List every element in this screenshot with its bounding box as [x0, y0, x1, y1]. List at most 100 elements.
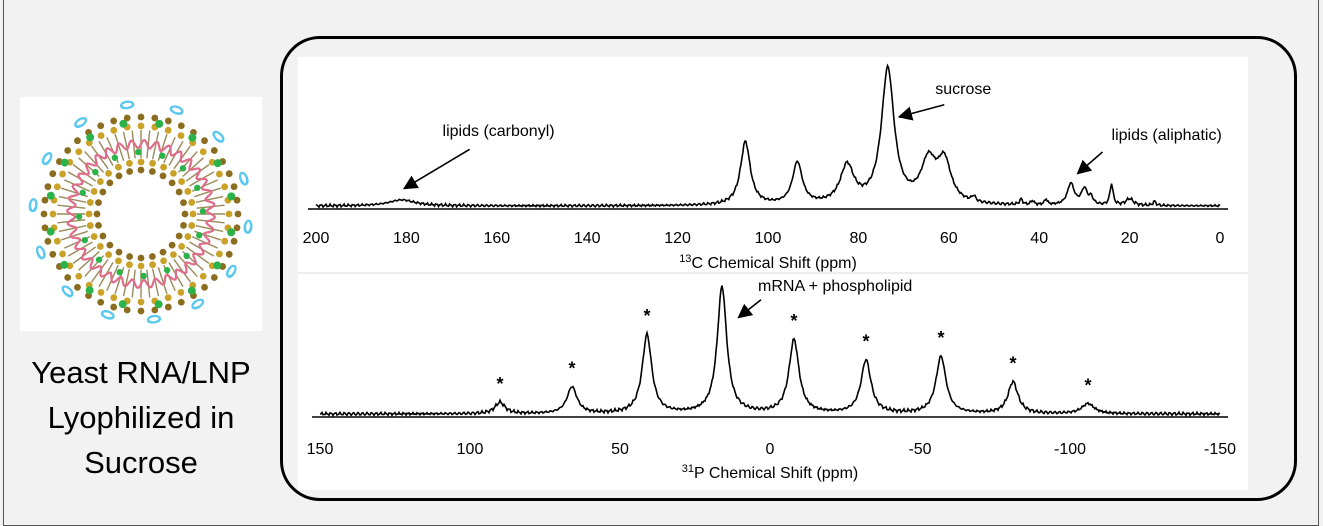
- lipid-tail-icon: [114, 133, 125, 161]
- c13-tick-label: 20: [1121, 230, 1139, 247]
- lipid-head-icon: [177, 132, 185, 139]
- c13-tick-label: 140: [574, 230, 601, 247]
- lipid-head-icon: [234, 210, 242, 218]
- lipid-head-icon: [189, 210, 197, 218]
- lipid-head-icon: [159, 248, 167, 256]
- lipid-head-icon: [221, 183, 229, 191]
- lipid-head-icon: [137, 158, 145, 166]
- lipid-head-icon: [188, 199, 196, 206]
- lipid-tail-icon: [60, 230, 88, 241]
- c13-annotation-label: lipids (carbonyl): [443, 123, 555, 140]
- lipid-head-icon: [201, 137, 208, 145]
- lipid-head-icon: [175, 232, 183, 240]
- p31-trace: [319, 285, 1221, 418]
- lipid-tail-icon: [122, 131, 131, 160]
- lipid-head-icon: [106, 241, 114, 249]
- lipid-tail-icon: [194, 187, 222, 198]
- lipid-head-icon: [126, 253, 134, 260]
- peak-star-marker: *: [790, 311, 797, 331]
- cholesterol-icon: [111, 154, 119, 161]
- lipid-head-icon: [168, 241, 176, 249]
- c13-tick-label: 200: [303, 230, 330, 247]
- lipid-head-icon: [233, 196, 241, 204]
- lipid-head-icon: [49, 250, 57, 258]
- lipid-head-icon: [178, 243, 186, 250]
- p31-annotation-label: mRNA + phospholipid: [758, 278, 912, 295]
- peak-star-marker: *: [1009, 354, 1016, 374]
- cholesterol-icon: [86, 133, 95, 142]
- cholesterol-icon: [163, 267, 171, 274]
- lipid-head-icon: [221, 237, 229, 245]
- lipid-head-icon: [164, 294, 172, 302]
- c13-axis-label: 13C Chemical Shift (ppm): [679, 253, 857, 272]
- peg-chain-icon: [239, 171, 249, 186]
- lipid-head-icon: [225, 210, 233, 218]
- c13-tick-label: 40: [1030, 230, 1048, 247]
- cholesterol-icon: [46, 191, 55, 200]
- lipid-head-icon: [137, 307, 145, 315]
- cholesterol-icon: [118, 300, 127, 309]
- lipid-head-icon: [159, 172, 167, 180]
- cholesterol-icon: [92, 168, 99, 176]
- lipid-head-icon: [170, 169, 177, 177]
- cholesterol-icon: [79, 189, 86, 196]
- peak-star-marker: *: [1084, 375, 1091, 395]
- lipid-head-icon: [93, 210, 101, 218]
- cholesterol-icon: [116, 269, 123, 276]
- lipid-head-icon: [90, 233, 98, 240]
- lipid-head-icon: [148, 168, 156, 175]
- lipid-tail-icon: [157, 267, 168, 295]
- lipid-head-icon: [137, 254, 145, 262]
- spectra-area: 200 180 160 140 120 100 80 60 40 20 0 13C Chemical …: [298, 57, 1248, 490]
- lipid-head-icon: [75, 272, 83, 280]
- cholesterol-icon: [159, 152, 166, 159]
- lipid-head-icon: [180, 221, 187, 229]
- lipid-head-icon: [115, 248, 123, 256]
- lipid-tail-icon: [78, 250, 100, 271]
- p31-tick-label: -50: [908, 441, 931, 458]
- lipid-tail-icon: [151, 268, 160, 297]
- lipid-head-icon: [137, 262, 145, 270]
- c13-tick-label: 0: [1216, 230, 1225, 247]
- lnp-illustration: [20, 97, 262, 331]
- lipid-head-icon: [178, 178, 186, 185]
- lipid-head-icon: [216, 170, 223, 178]
- lipid-head-icon: [168, 179, 176, 187]
- lipid-head-icon: [40, 210, 48, 218]
- lipid-head-icon: [160, 257, 167, 265]
- lipid-head-icon: [59, 170, 66, 178]
- lipid-head-icon: [233, 224, 241, 232]
- lipid-head-icon: [164, 126, 172, 134]
- lipid-head-icon: [188, 222, 196, 229]
- lipid-head-icon: [149, 159, 156, 167]
- lipid-head-icon: [95, 221, 102, 229]
- cholesterol-icon: [179, 165, 187, 172]
- lipid-head-icon: [44, 183, 52, 191]
- lipid-head-icon: [123, 114, 131, 122]
- cholesterol-icon: [183, 252, 190, 260]
- lipid-head-icon: [99, 232, 107, 240]
- lipid-head-icon: [164, 303, 172, 311]
- lipid-head-icon: [177, 122, 185, 130]
- lipid-tail-icon: [195, 224, 224, 233]
- lipid-head-icon: [59, 250, 66, 258]
- cholesterol-icon: [81, 236, 88, 244]
- lipid-head-icon: [41, 224, 49, 232]
- lipid-head-icon: [90, 188, 98, 195]
- peak-star-marker: *: [496, 374, 503, 394]
- lipid-head-icon: [201, 283, 208, 291]
- lipid-head-icon: [110, 126, 118, 134]
- p31-tick-label: -150: [1204, 441, 1236, 458]
- lipid-head-icon: [230, 183, 238, 191]
- p31-spectrum: 150 100 50 0 -50 -100 -150 31P Chemical Shift (…: [307, 278, 1236, 482]
- peg-chain-icon: [147, 314, 162, 324]
- peg-chain-icon: [225, 264, 237, 278]
- lipid-head-icon: [160, 163, 167, 171]
- lipid-head-icon: [110, 117, 118, 125]
- p31-tick-label: 100: [457, 441, 484, 458]
- peak-star-marker: *: [862, 331, 869, 351]
- lipid-head-icon: [96, 178, 104, 185]
- lipid-head-icon: [199, 272, 207, 280]
- lipid-tail-icon: [84, 151, 105, 173]
